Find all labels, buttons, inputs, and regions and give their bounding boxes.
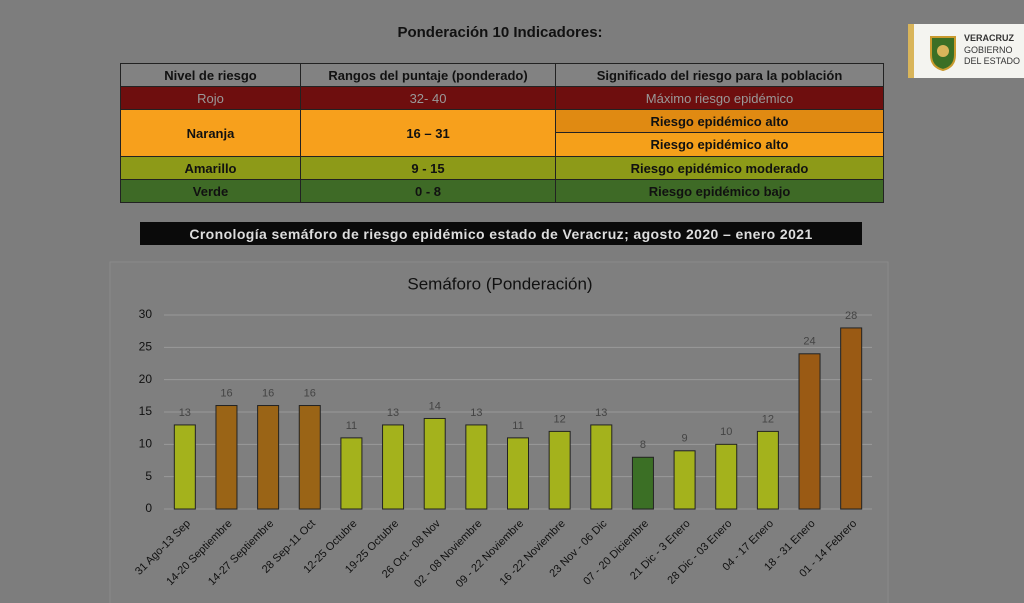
data-label: 28 <box>845 310 857 322</box>
data-label: 13 <box>595 407 607 419</box>
logo-text: VERACRUZ <box>964 33 1015 43</box>
y-tick-label: 20 <box>139 372 153 386</box>
table-cell: Verde <box>120 179 301 203</box>
data-label: 9 <box>682 433 688 445</box>
bar <box>465 424 488 510</box>
page-title: Ponderación 10 Indicadores: <box>397 24 603 41</box>
bar <box>673 450 696 510</box>
bar <box>257 405 280 510</box>
chart-title: Semáforo (Ponderación) <box>407 274 592 293</box>
data-label: 12 <box>762 413 774 425</box>
data-label: 16 <box>220 387 232 399</box>
table-cell: Riesgo epidémico moderado <box>555 156 884 180</box>
y-tick-label: 15 <box>139 404 153 418</box>
bar <box>423 417 446 510</box>
bar <box>173 424 196 510</box>
bar <box>798 353 821 510</box>
y-tick-label: 0 <box>145 501 152 515</box>
bar <box>382 424 405 510</box>
data-label: 13 <box>179 407 191 419</box>
y-tick-label: 5 <box>145 469 152 483</box>
table-cell: Rojo <box>120 86 301 110</box>
bar <box>507 437 529 510</box>
data-label: 16 <box>304 387 316 399</box>
data-label: 13 <box>470 407 482 419</box>
bar <box>215 405 238 510</box>
bar <box>631 456 654 510</box>
y-tick-label: 30 <box>139 307 153 321</box>
logo-text: DEL ESTADO <box>964 56 1021 66</box>
table-cell: 0 - 8 <box>300 179 556 203</box>
table-cell: Riesgo epidémico bajo <box>555 179 884 203</box>
bar <box>548 430 571 510</box>
bar <box>590 424 613 510</box>
bar <box>840 327 863 510</box>
logo-text: GOBIERNO <box>964 45 1013 55</box>
data-label: 14 <box>429 400 441 412</box>
banner: Cronología semáforo de riesgo epidémico … <box>140 222 862 245</box>
data-label: 8 <box>640 439 646 451</box>
data-label: 10 <box>720 426 732 438</box>
bar <box>756 430 779 510</box>
data-label: 13 <box>387 407 399 419</box>
table-cell: Naranja <box>120 109 301 157</box>
y-tick-label: 25 <box>139 340 153 354</box>
data-label: 24 <box>803 336 815 348</box>
table-cell: Máximo riesgo epidémico <box>555 86 884 110</box>
bar <box>715 443 738 510</box>
data-label: 12 <box>554 413 566 425</box>
bar <box>298 405 321 510</box>
table-cell: 9 - 15 <box>300 156 556 180</box>
bar <box>340 437 363 510</box>
y-tick-label: 10 <box>139 437 153 451</box>
data-label: 16 <box>262 387 274 399</box>
data-label: 11 <box>512 420 523 432</box>
table-cell: Riesgo epidémico alto <box>555 109 884 133</box>
data-label: 11 <box>346 420 357 432</box>
logo-emblem <box>930 36 956 71</box>
logo: VERACRUZ GOBIERNO DEL ESTADO <box>908 24 1024 78</box>
table-cell: Amarillo <box>120 156 301 180</box>
